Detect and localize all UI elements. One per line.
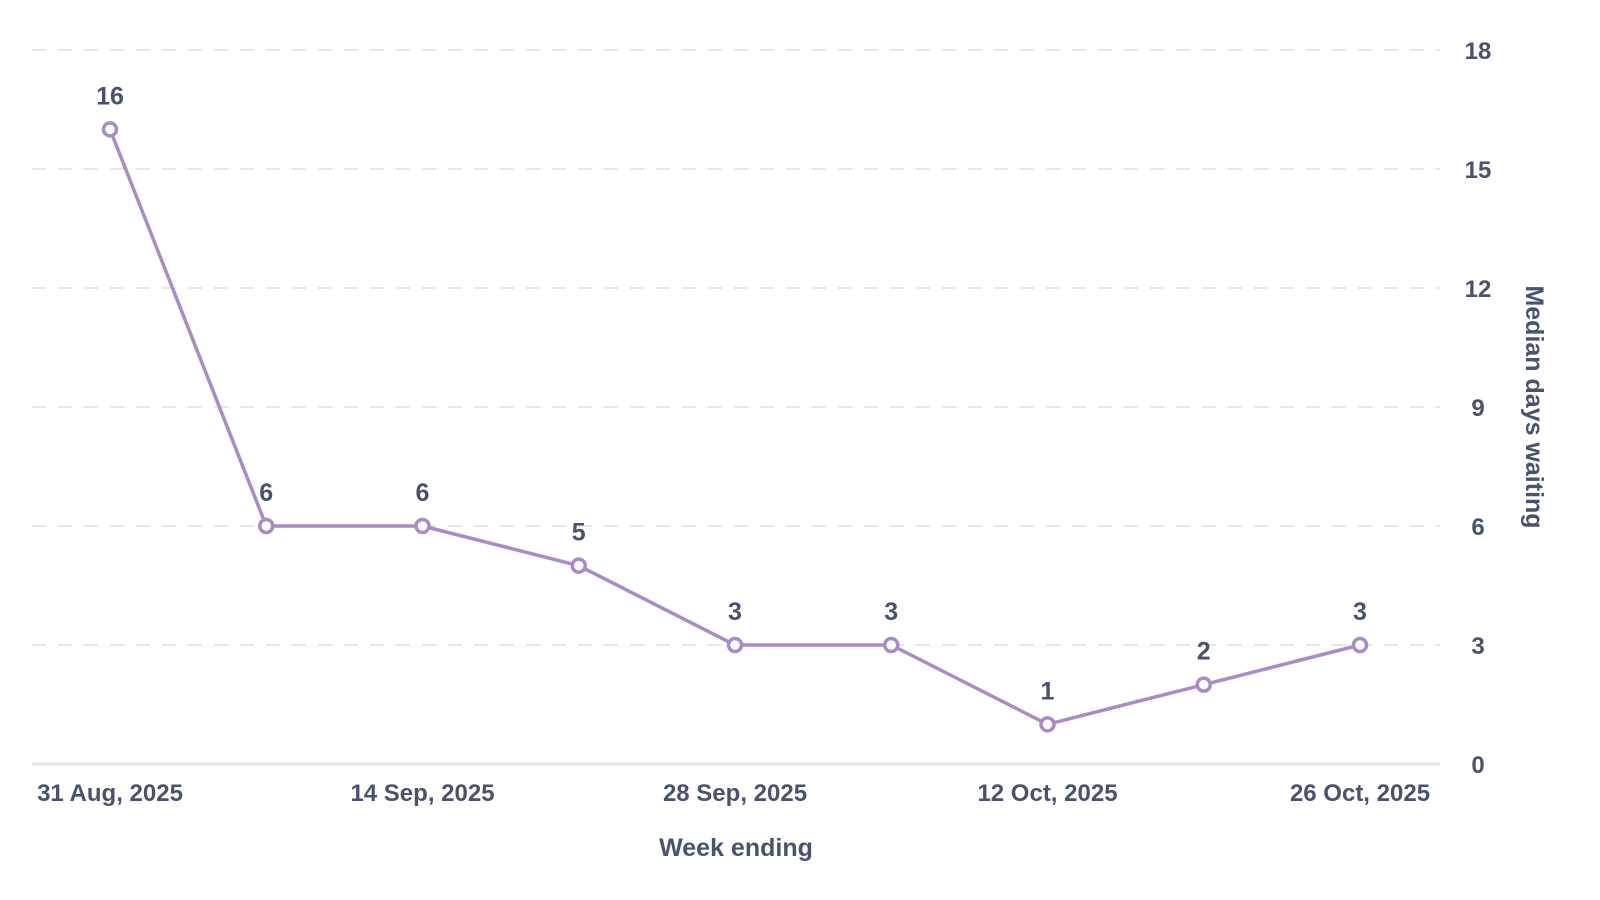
y-tick-label: 12 — [1465, 276, 1492, 303]
data-label: 3 — [1353, 598, 1367, 626]
data-point — [414, 517, 431, 535]
data-label: 5 — [572, 519, 586, 547]
data-label: 16 — [96, 82, 124, 110]
data-label: 1 — [1041, 677, 1055, 705]
y-tick-label: 3 — [1471, 633, 1484, 660]
x-tick-label: 26 Oct, 2025 — [1290, 780, 1430, 807]
x-tick-label: 12 Oct, 2025 — [977, 780, 1117, 807]
y-tick-label: 18 — [1465, 38, 1492, 65]
y-tick-label: 6 — [1471, 514, 1484, 541]
data-label: 6 — [416, 479, 430, 507]
data-point — [101, 121, 119, 138]
y-tick-label: 0 — [1471, 752, 1484, 779]
data-point — [1351, 636, 1369, 654]
y-tick-label: 9 — [1471, 395, 1484, 422]
x-tick-label: 31 Aug, 2025 — [37, 780, 183, 807]
x-axis-ticks: 31 Aug, 2025 14 Sep, 2025 28 Sep, 2025 12 O… — [37, 780, 1430, 807]
data-label: 2 — [1197, 638, 1211, 666]
data-point — [883, 636, 900, 654]
data-point — [258, 517, 275, 535]
y-tick-label: 15 — [1465, 157, 1492, 184]
data-label: 6 — [259, 479, 273, 507]
y-axis-ticks: 0 3 6 9 12 15 18 — [1465, 38, 1492, 779]
data-point — [1039, 716, 1056, 733]
data-labels: 16 6 6 5 3 3 1 2 3 — [96, 82, 1367, 705]
x-axis-label: Week ending — [659, 834, 813, 862]
data-label: 3 — [884, 598, 898, 626]
data-point — [726, 636, 744, 654]
y-axis-label: Median days waiting — [1520, 285, 1548, 528]
gridlines — [32, 49, 1440, 766]
data-point — [570, 557, 587, 574]
series-line — [101, 121, 1369, 733]
series-path — [108, 128, 1361, 727]
x-tick-label: 28 Sep, 2025 — [663, 780, 807, 807]
x-tick-label: 14 Sep, 2025 — [350, 780, 494, 807]
data-label: 3 — [728, 598, 742, 626]
data-point — [1195, 676, 1212, 693]
